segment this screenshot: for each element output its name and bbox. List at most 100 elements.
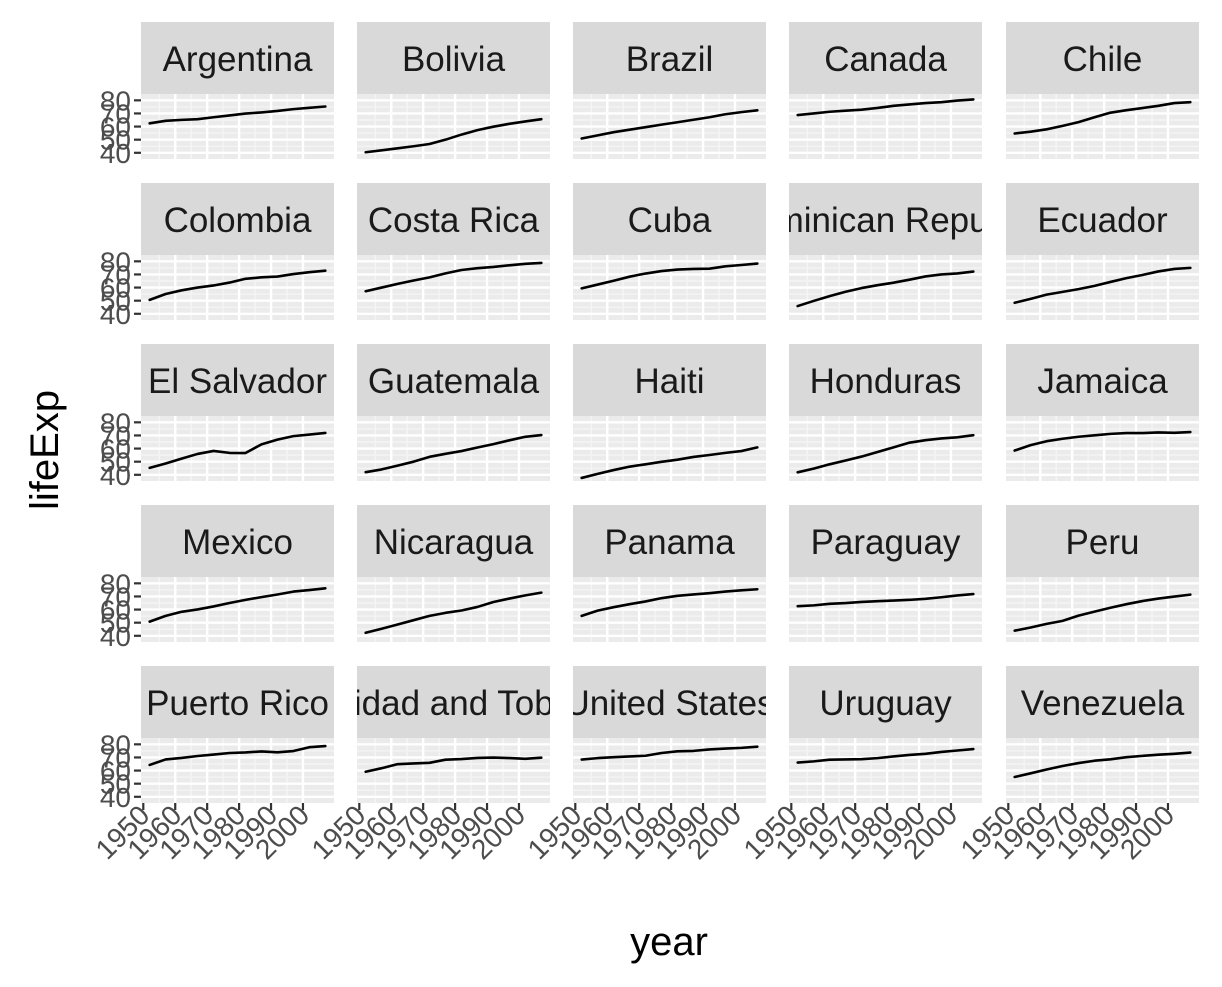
facet-strip [789,183,982,255]
series-line [148,587,327,623]
series-line [1013,430,1192,452]
series-line [580,109,759,140]
facet-strip-label: Haiti [634,362,704,401]
facet-panel: Jamaica [1006,344,1199,481]
series-line [364,756,543,774]
y-axis-title: lifeExp [23,390,67,510]
y-axes: 4050607080405060708040506070804050607080… [100,85,141,813]
facet-strip [357,22,550,94]
y-tick-label: 50 [100,447,131,478]
facet-strip [573,344,766,416]
facet-strip-label: Bolivia [402,40,506,79]
facet-strip [141,666,334,738]
series-line [364,433,543,474]
y-tick-label: 80 [100,407,131,438]
facet-strip [141,183,334,255]
facet-panel: Venezuela [1006,666,1199,803]
facet-strip [573,22,766,94]
x-axis-title: year [630,920,708,964]
facet-strip [357,505,550,577]
series-line [1013,100,1192,135]
facet-strip-label: Paraguay [811,523,961,562]
facet-strip-label: Puerto Rico [146,684,329,723]
series-line [148,431,327,470]
facet-strip-label: Canada [824,40,947,79]
facet-panel: Dominican Republic [789,183,982,320]
facet-strip [573,505,766,577]
y-tick-label: 60 [100,595,131,626]
series-line [1013,751,1192,779]
facet-strip [357,183,550,255]
facet-strip [141,344,334,416]
y-tick-label: 50 [100,608,131,639]
y-tick-label: 70 [100,742,131,773]
y-tick-label: 80 [100,568,131,599]
facet-panel: Argentina [141,22,334,159]
facet-panel: Cuba [573,183,766,320]
series-line [148,744,327,767]
facet-strip [573,666,766,738]
facet-panel: Bolivia [357,22,550,159]
series-line [1013,593,1192,632]
y-tick-label: 40 [100,621,131,652]
facet-panel: Uruguay [789,666,982,803]
y-tick-label: 50 [100,125,131,156]
y-tick-label: 70 [100,98,131,129]
series-line [580,262,759,290]
facet-panel: Chile [1006,22,1199,159]
facet-panel: Ecuador [1006,183,1199,320]
facet-panel: Costa Rica [357,183,550,320]
series-line [364,591,543,635]
y-tick-label: 40 [100,460,131,491]
facet-panel: Mexico [141,505,334,642]
x-axes: 1950196019701980199020001950196019701980… [90,799,1181,865]
series-line [148,105,327,125]
series-line [580,587,759,618]
facet-strip [1006,666,1199,738]
y-tick-label: 60 [100,112,131,143]
y-tick-label: 40 [100,782,131,813]
facet-strip [357,344,550,416]
facet-panel: Paraguay [789,505,982,642]
y-tick-label: 60 [100,756,131,787]
facet-strip-label: Argentina [163,40,313,79]
facet-strip [573,183,766,255]
facet-panel: Nicaragua [357,505,550,642]
facet-strip-label: Cuba [628,201,712,240]
facet-strip-label: Jamaica [1037,362,1168,401]
y-tick-label: 50 [100,286,131,317]
facet-panel: Guatemala [357,344,550,481]
facet-strip-label: Ecuador [1037,201,1168,240]
facet-strip-label: Nicaragua [374,523,534,562]
y-tick-label: 60 [100,273,131,304]
y-tick-label: 70 [100,259,131,290]
facet-panel: Haiti [573,344,766,481]
facet-panel: Trinidad and Tobago [357,666,550,803]
series-line [796,270,975,308]
y-tick-label: 60 [100,434,131,465]
facet-strip [1006,344,1199,416]
facet-strip-label: Brazil [626,40,714,79]
facet-strip-label: El Salvador [148,362,327,401]
series-line [1013,266,1192,305]
y-tick-label: 80 [100,729,131,760]
facet-strip-label: Panama [604,523,735,562]
facet-panel: Colombia [141,183,334,320]
facet-strip [1006,22,1199,94]
series-line [796,98,975,117]
y-tick-label: 50 [100,769,131,800]
series-line [796,592,975,608]
facet-strip [789,344,982,416]
facet-panel: Puerto Rico [141,666,334,803]
facet-panel: Peru [1006,505,1199,642]
series-line [148,269,327,302]
facet-strip [141,505,334,577]
facet-panel: United States [573,666,766,803]
facet-strip-label: Mexico [182,523,293,562]
series-line [580,745,759,761]
y-tick-label: 80 [100,85,131,116]
y-tick-label: 80 [100,246,131,277]
series-line [796,433,975,474]
facet-strip-label: Guatemala [368,362,540,401]
